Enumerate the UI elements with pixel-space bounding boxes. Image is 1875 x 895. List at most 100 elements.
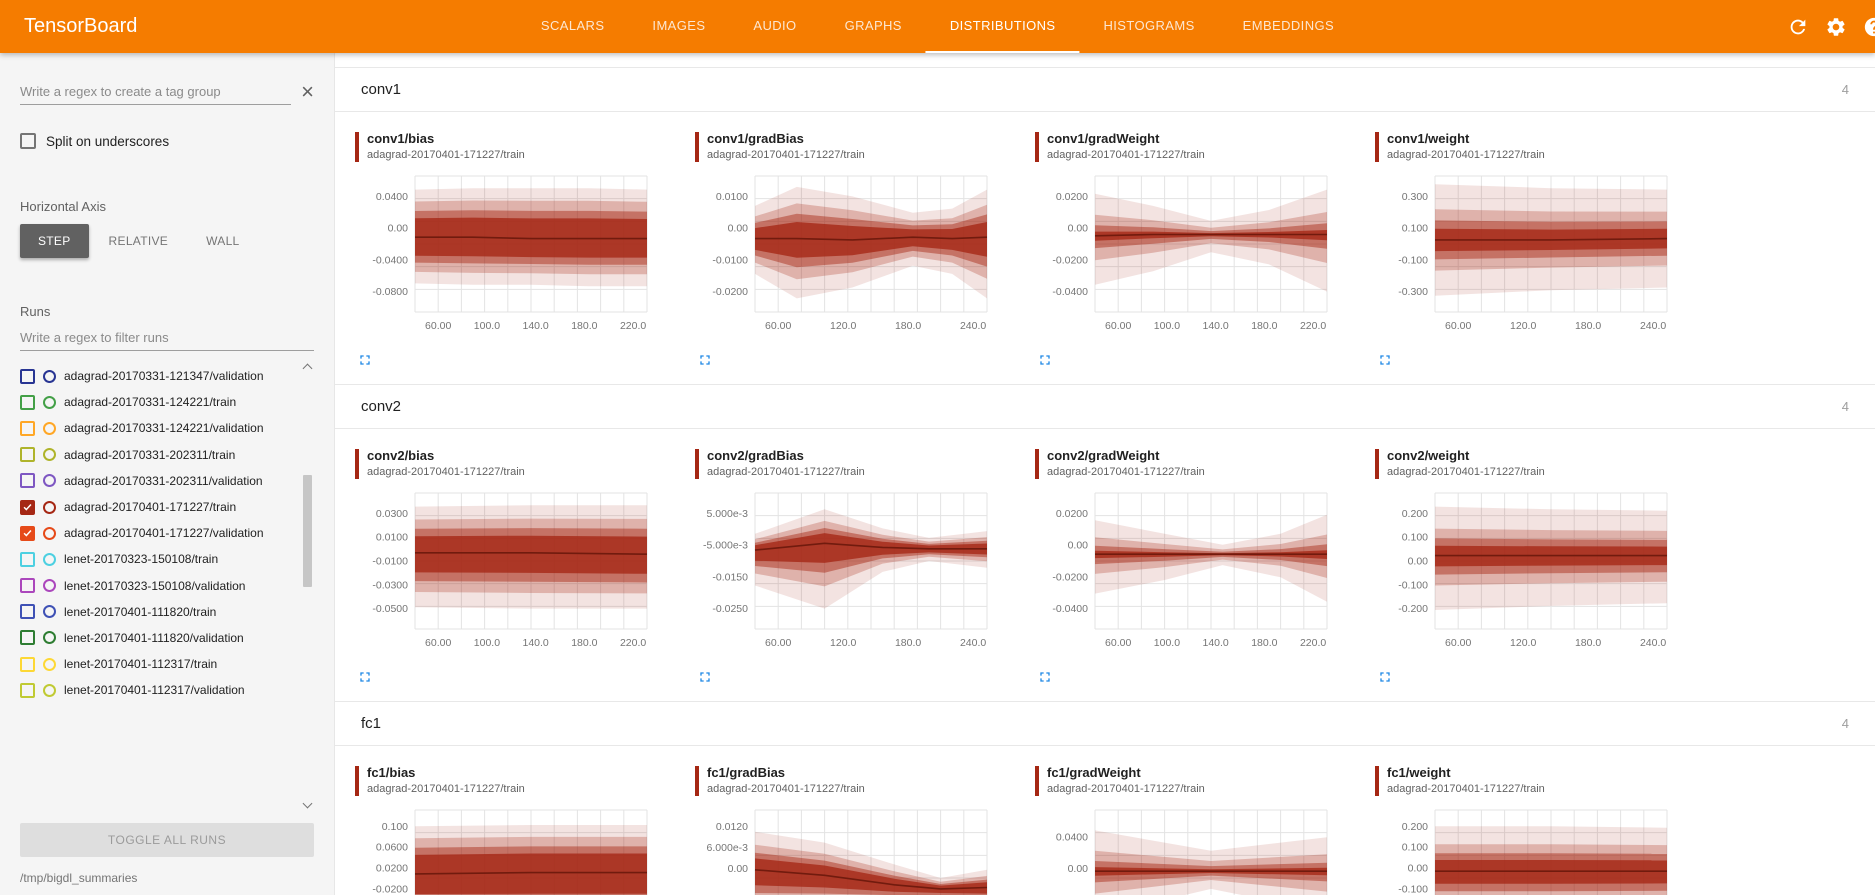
run-row[interactable]: lenet-20170401-112317/train [20, 651, 298, 677]
run-row[interactable]: lenet-20170401-111820/train [20, 599, 298, 625]
distribution-plot[interactable]: 0.0100 0.00 -0.0100 -0.0200 60.00 120.0 180.0 2… [695, 170, 995, 346]
svg-text:0.0400: 0.0400 [376, 191, 408, 203]
tag-group-regex-input[interactable] [20, 79, 292, 105]
tab-distributions[interactable]: DISTRIBUTIONS [925, 0, 1080, 53]
run-color-bar [355, 132, 359, 162]
distribution-plot[interactable]: 0.0400 0.00 -0.0400 -0.0800 60.00 100.0 140.0 1… [355, 170, 655, 346]
run-visibility-circle[interactable] [43, 552, 56, 566]
run-checkbox[interactable] [20, 682, 35, 698]
tab-scalars[interactable]: SCALARS [540, 18, 605, 33]
runs-scrollbar[interactable] [302, 363, 314, 811]
tab-embeddings[interactable]: EMBEDDINGS [1242, 18, 1335, 33]
run-checkbox[interactable] [20, 447, 35, 463]
run-visibility-circle[interactable] [43, 395, 56, 409]
run-checkbox[interactable] [20, 499, 35, 515]
expand-icon[interactable] [1377, 669, 1393, 685]
distribution-plot[interactable]: 0.0200 0.00 -0.0200 -0.0400 60.00 100.0 140.0 1… [1035, 170, 1335, 346]
run-checkbox[interactable] [20, 394, 35, 410]
expand-icon[interactable] [697, 352, 713, 368]
run-row[interactable]: lenet-20170323-150108/train [20, 546, 298, 572]
svg-text:-0.0400: -0.0400 [1052, 603, 1088, 615]
run-visibility-circle[interactable] [43, 448, 56, 462]
expand-icon[interactable] [357, 352, 373, 368]
app-logo[interactable]: TensorBoard [24, 15, 138, 37]
axis-button-wall[interactable]: WALL [188, 224, 257, 258]
run-visibility-circle[interactable] [43, 683, 56, 697]
run-checkbox[interactable] [20, 656, 35, 672]
distribution-plot[interactable]: 0.0200 0.00 -0.0200 -0.0400 60.00 100.0 140.0 1… [1035, 487, 1335, 663]
toggle-all-runs-button[interactable]: TOGGLE ALL RUNS [20, 823, 314, 857]
svg-text:240.0: 240.0 [1640, 637, 1666, 649]
run-row[interactable]: adagrad-20170331-202311/train [20, 442, 298, 468]
distribution-plot[interactable]: 0.100 0.0600 0.0200 -0.0200 [355, 804, 655, 895]
axis-button-relative[interactable]: RELATIVE [91, 224, 187, 258]
section-header[interactable]: conv2 4 [335, 384, 1875, 429]
svg-text:-0.100: -0.100 [1398, 579, 1428, 591]
scroll-down-icon[interactable] [302, 798, 313, 809]
svg-text:-0.0800: -0.0800 [372, 286, 408, 298]
tab-histograms[interactable]: HISTOGRAMS [1103, 18, 1195, 33]
run-visibility-circle[interactable] [43, 631, 56, 645]
run-visibility-circle[interactable] [43, 500, 56, 514]
run-checkbox[interactable] [20, 630, 35, 646]
run-visibility-circle[interactable] [43, 526, 56, 540]
distribution-plot[interactable]: 5.000e-3 -5.000e-3 -0.0150 -0.0250 60.00 120.… [695, 487, 995, 663]
settings-icon[interactable] [1825, 16, 1847, 38]
run-visibility-circle[interactable] [43, 657, 56, 671]
run-checkbox[interactable] [20, 473, 35, 489]
scrollbar-thumb[interactable] [303, 475, 312, 587]
expand-icon[interactable] [1377, 352, 1393, 368]
section-header[interactable]: conv1 4 [335, 67, 1875, 112]
refresh-icon[interactable] [1787, 16, 1809, 38]
expand-icon[interactable] [357, 669, 373, 685]
axis-button-step[interactable]: STEP [20, 224, 89, 258]
run-filter-regex-input[interactable] [20, 325, 314, 351]
run-checkbox[interactable] [20, 420, 35, 436]
checkbox-icon[interactable] [20, 133, 36, 149]
run-row[interactable]: lenet-20170401-112317/validation [20, 677, 298, 703]
run-row[interactable]: adagrad-20170331-121347/validation [20, 363, 298, 389]
run-row[interactable]: adagrad-20170401-171227/validation [20, 520, 298, 546]
run-checkbox[interactable] [20, 525, 35, 541]
distribution-plot[interactable]: 0.0300 0.0100 -0.0100 -0.0300 -0.0500 60.00 10… [355, 487, 655, 663]
run-row[interactable]: adagrad-20170331-202311/validation [20, 468, 298, 494]
log-directory-path: /tmp/bigdl_summaries [20, 871, 138, 885]
tab-audio[interactable]: AUDIO [753, 18, 797, 33]
section-header[interactable]: fc1 4 [335, 701, 1875, 746]
run-visibility-circle[interactable] [43, 369, 56, 383]
svg-text:0.100: 0.100 [1402, 532, 1428, 544]
help-icon[interactable] [1863, 16, 1875, 38]
run-label: adagrad-20170401-171227/train [64, 499, 237, 514]
run-row[interactable]: adagrad-20170401-171227/train [20, 494, 298, 520]
run-row[interactable]: lenet-20170401-111820/validation [20, 625, 298, 651]
run-visibility-circle[interactable] [43, 421, 56, 435]
run-row[interactable]: adagrad-20170331-124221/validation [20, 415, 298, 441]
tab-images[interactable]: IMAGES [652, 18, 706, 33]
chart-card: conv1/gradBias adagrad-20170401-171227/tr… [695, 131, 1035, 368]
run-checkbox[interactable] [20, 551, 35, 567]
distribution-plot[interactable]: 0.200 0.100 0.00 -0.100 -0.200 60.00 120.0 180.… [1375, 487, 1675, 663]
svg-text:0.00: 0.00 [1068, 863, 1089, 875]
run-checkbox[interactable] [20, 578, 35, 594]
run-row[interactable]: adagrad-20170331-124221/train [20, 389, 298, 415]
tag-section: conv1 4 conv1/bias adagrad-20170401-171227/… [335, 67, 1875, 384]
distribution-plot[interactable]: 0.300 0.100 -0.100 -0.300 60.00 120.0 180.0 240… [1375, 170, 1675, 346]
expand-icon[interactable] [1037, 352, 1053, 368]
run-visibility-circle[interactable] [43, 579, 56, 593]
run-visibility-circle[interactable] [43, 474, 56, 488]
expand-icon[interactable] [697, 669, 713, 685]
chart-title-block: conv2/gradWeight adagrad-20170401-171227/… [1035, 448, 1375, 479]
close-icon[interactable]: × [301, 79, 314, 104]
run-visibility-circle[interactable] [43, 605, 56, 619]
distribution-plot[interactable]: 0.0120 6.000e-3 0.00 [695, 804, 995, 895]
scroll-up-icon[interactable] [302, 363, 313, 374]
run-row[interactable]: lenet-20170323-150108/validation [20, 573, 298, 599]
distribution-plot[interactable]: 0.200 0.100 0.00 -0.100 [1375, 804, 1675, 895]
tab-graphs[interactable]: GRAPHS [844, 18, 902, 33]
split-underscores-checkbox[interactable]: Split on underscores [20, 133, 314, 149]
run-checkbox[interactable] [20, 368, 35, 384]
expand-icon[interactable] [1037, 669, 1053, 685]
svg-text:0.0200: 0.0200 [1056, 191, 1088, 203]
run-checkbox[interactable] [20, 604, 35, 620]
